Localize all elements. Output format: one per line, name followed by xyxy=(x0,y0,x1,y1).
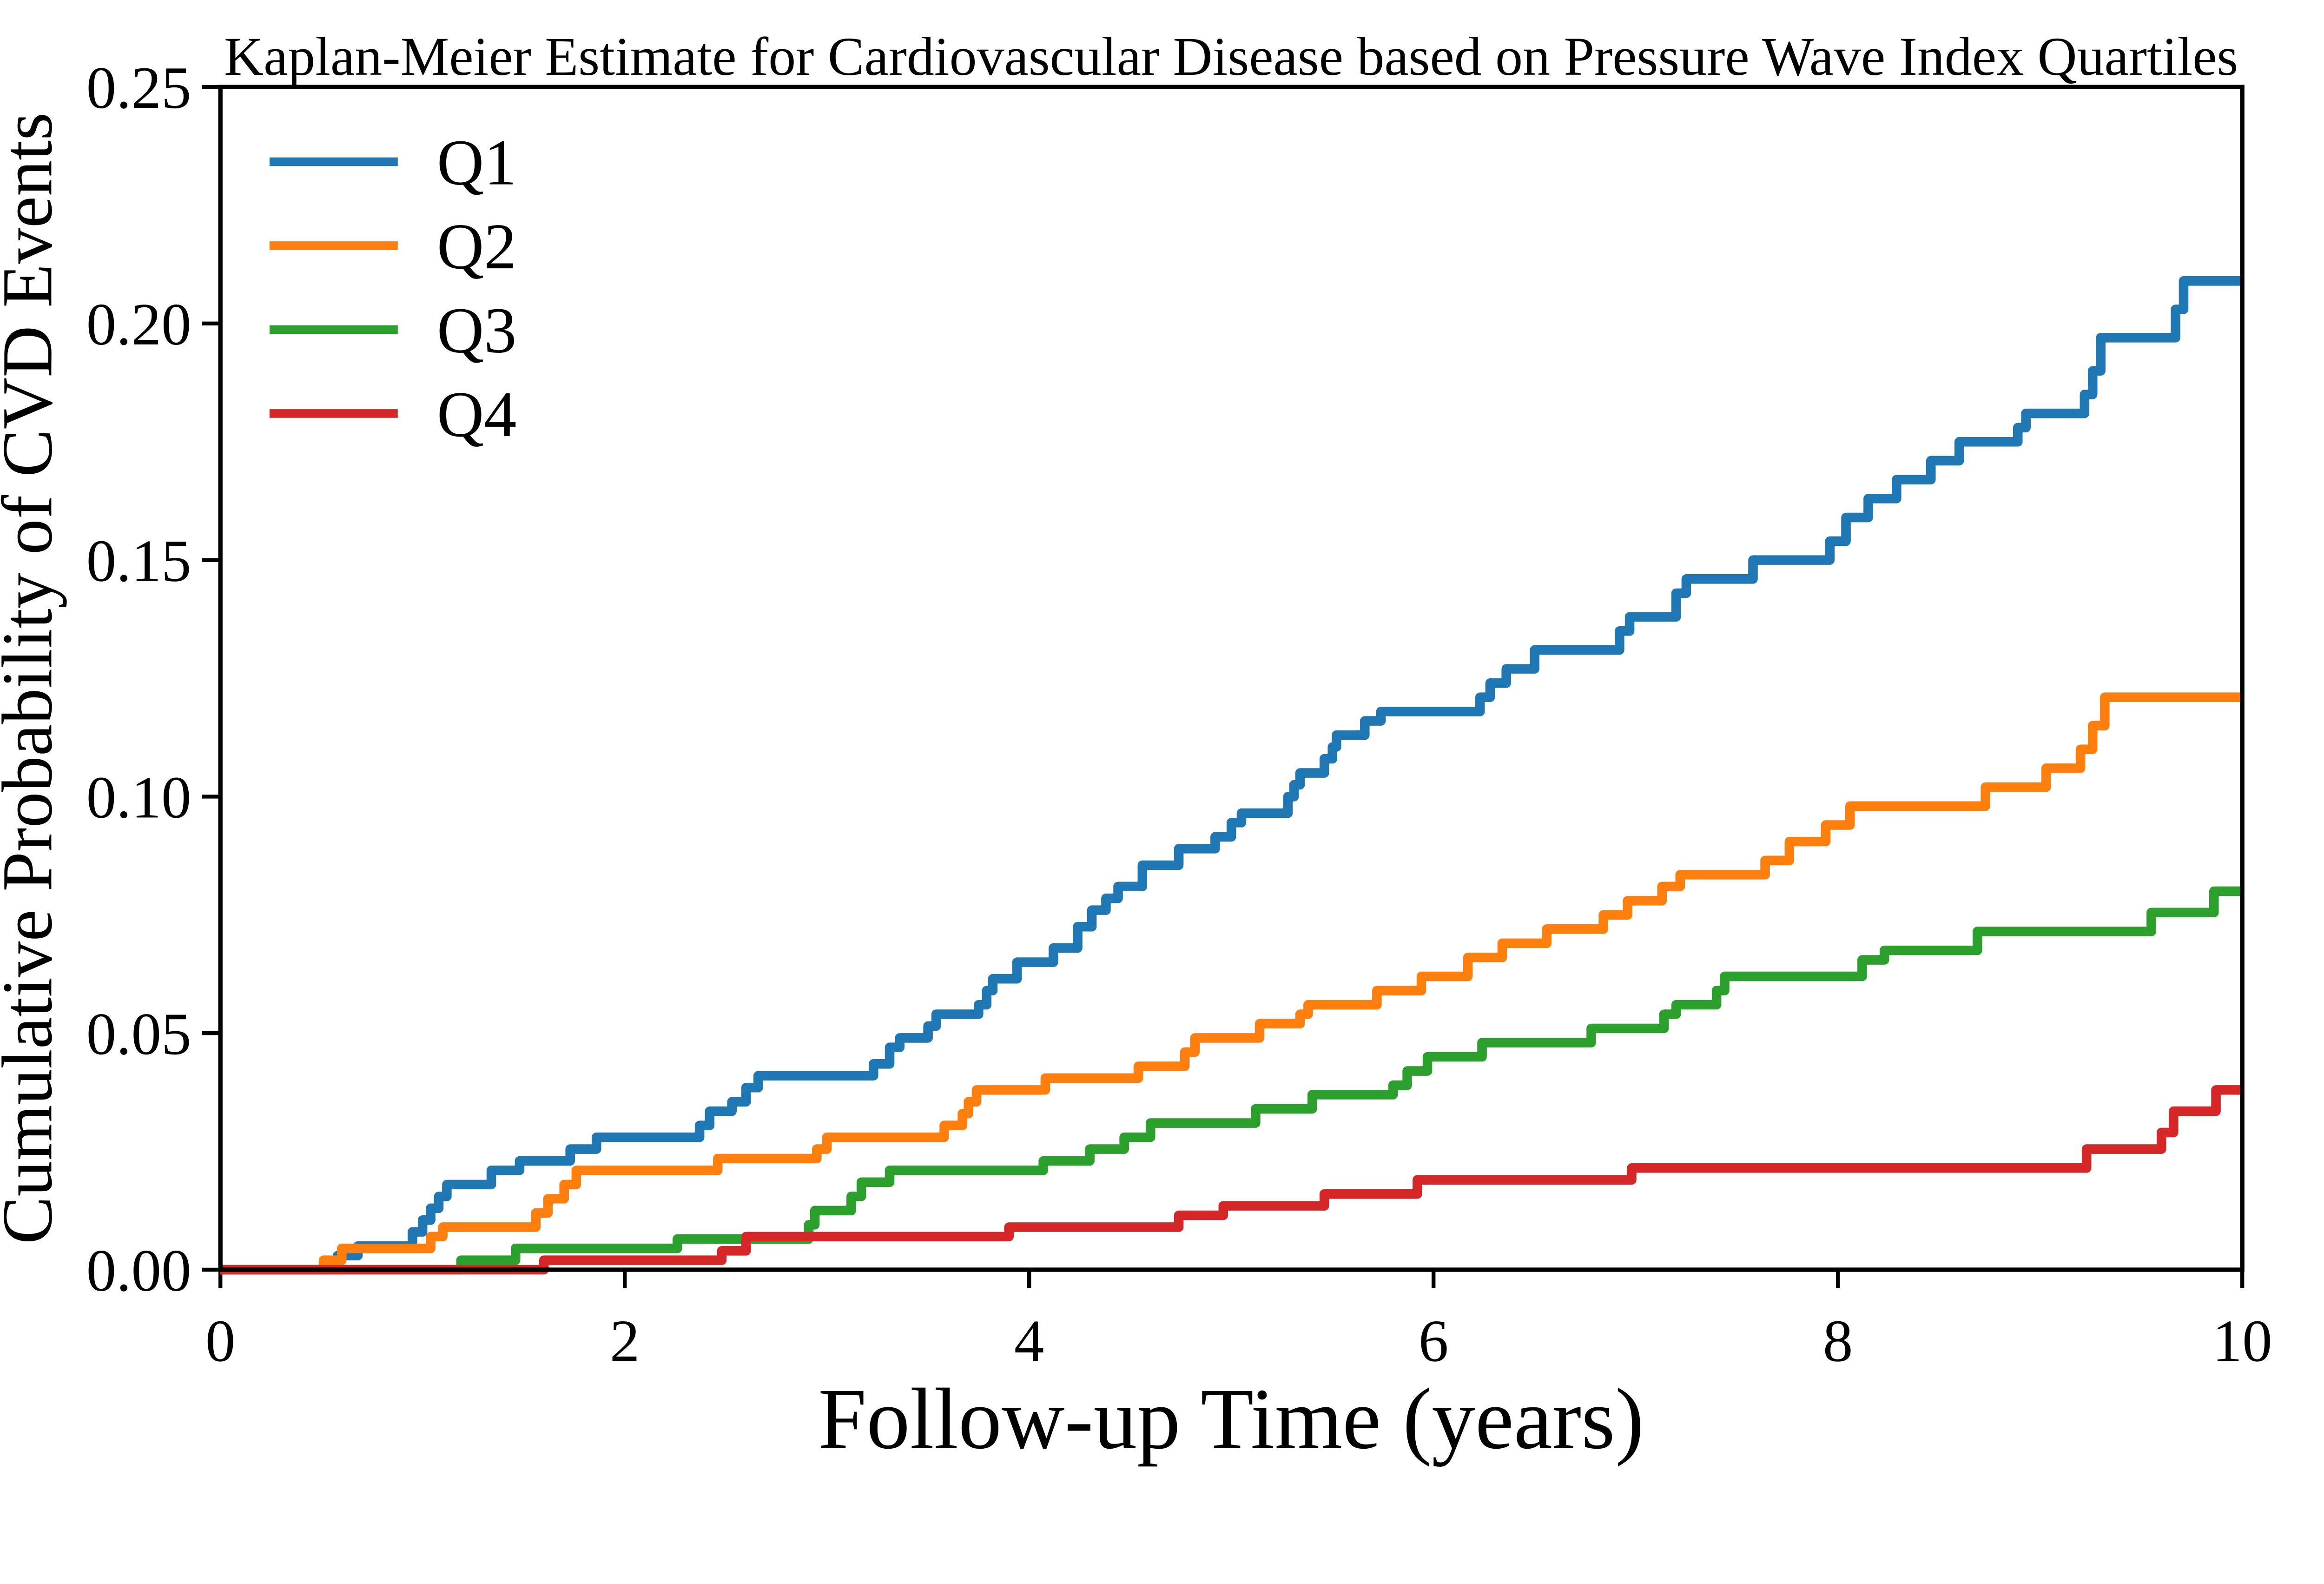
y-tick-label: 0.10 xyxy=(86,764,191,830)
y-tick-label: 0.15 xyxy=(86,528,191,594)
x-tick-label: 8 xyxy=(1823,1307,1853,1374)
x-tick-label: 6 xyxy=(1419,1307,1449,1374)
series-lines xyxy=(220,276,2243,1275)
plot-frame xyxy=(218,85,2245,1272)
km-chart-canvas: Kaplan-Meier Estimate for Cardiovascular… xyxy=(0,26,2272,1467)
legend-entry-q3: Q3 xyxy=(269,295,516,367)
legend-label-q4: Q4 xyxy=(437,378,516,451)
km-figure: Kaplan-Meier Estimate for Cardiovascular… xyxy=(0,26,2272,1467)
x-tick-label: 0 xyxy=(205,1307,236,1374)
x-tick-label: 4 xyxy=(1014,1307,1044,1374)
legend-label-q1: Q1 xyxy=(437,127,516,199)
series-line-q2 xyxy=(220,692,2243,1275)
legend-entry-q4: Q4 xyxy=(269,378,516,451)
series-line-q1 xyxy=(220,276,2243,1275)
legend: Q1 Q2 Q3 Q4 xyxy=(269,127,516,451)
chart-title: Kaplan-Meier Estimate for Cardiovascular… xyxy=(224,27,2238,87)
series-line-q4 xyxy=(220,1085,2243,1275)
y-tick-label: 0.05 xyxy=(86,1001,191,1067)
y-axis-label: Cumulative Probability of CVD Events xyxy=(0,113,67,1244)
axis-ticks: 0 2 4 6 8 10 0.00 0.05 0.10 0.15 0.20 0.25 xyxy=(86,54,2272,1374)
x-axis-label: Follow-up Time (years) xyxy=(818,1371,1644,1467)
x-tick-label: 10 xyxy=(2212,1307,2272,1374)
legend-entry-q1: Q1 xyxy=(269,127,516,199)
y-tick-label: 0.25 xyxy=(86,54,191,121)
x-tick-label: 2 xyxy=(610,1307,640,1374)
legend-label-q3: Q3 xyxy=(437,295,516,367)
legend-label-q2: Q2 xyxy=(437,211,516,283)
y-tick-label: 0.00 xyxy=(86,1237,191,1304)
legend-entry-q2: Q2 xyxy=(269,211,516,283)
y-tick-label: 0.20 xyxy=(86,291,191,358)
series-line-q3 xyxy=(220,886,2243,1275)
